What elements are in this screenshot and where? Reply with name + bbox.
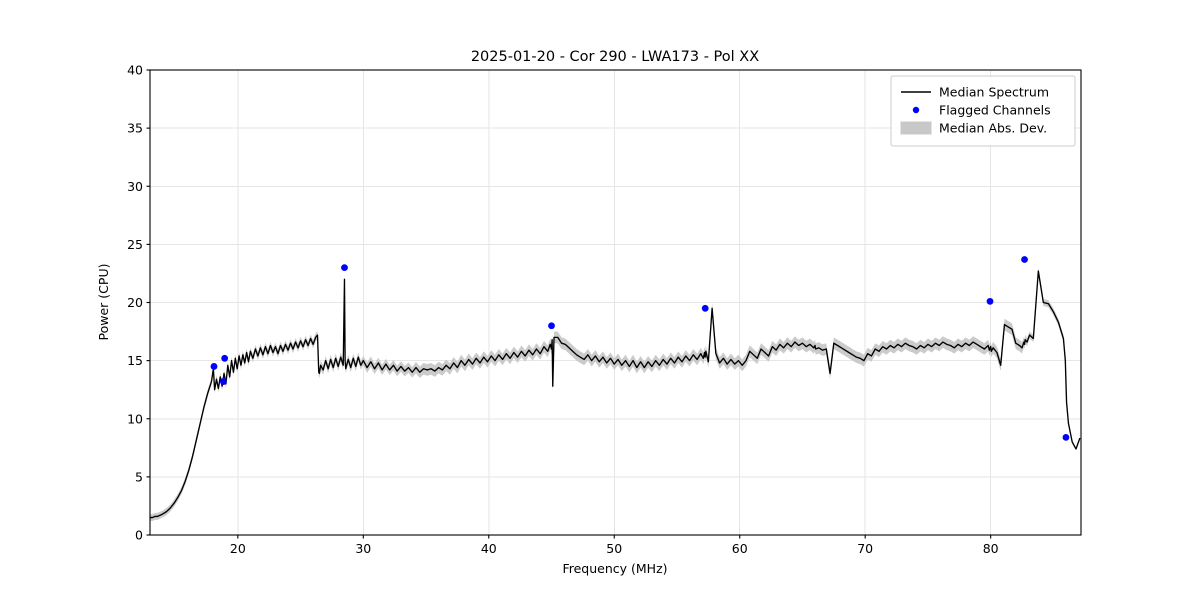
axis-ticks: 20 30 40 50 60 70 80 0 5 10 15 20 25 30 35 40 (127, 63, 999, 557)
flagged-channel-dot (548, 322, 555, 330)
x-tick-label: 60 (732, 541, 748, 556)
y-tick-label: 40 (127, 63, 143, 78)
flagged-channel-dot (221, 354, 229, 362)
y-tick-label: 5 (135, 469, 143, 484)
page-title: 2025-01-20 - Cor 290 - LWA173 - Pol XX (471, 49, 759, 65)
legend-dot-swatch (912, 106, 920, 114)
y-tick-label: 10 (127, 411, 143, 426)
legend-item-label: Median Abs. Dev. (939, 121, 1047, 136)
flagged-channel-dot (341, 264, 348, 272)
flagged-channel-dot (210, 363, 218, 370)
y-tick-label: 25 (127, 237, 143, 252)
flagged-channel-dot (986, 297, 994, 305)
flagged-channels-markers (210, 256, 1070, 441)
y-tick-label: 15 (127, 353, 143, 368)
spectrum-polyline (149, 270, 1081, 519)
y-axis-label: Power (CPU) (96, 264, 111, 341)
x-tick-label: 80 (983, 541, 999, 556)
flagged-channel-dot (701, 304, 709, 312)
legend-patch-swatch (900, 121, 932, 135)
x-tick-label: 30 (355, 541, 371, 556)
x-axis-label: Frequency (MHz) (562, 561, 667, 576)
legend-item-label: Median Spectrum (939, 85, 1049, 100)
flagged-channel-dot (220, 378, 227, 385)
median-spectrum-line (149, 270, 1081, 519)
legend: Median Spectrum Flagged Channels Median Ab… (890, 75, 1076, 147)
y-tick-label: 35 (127, 121, 143, 136)
x-tick-label: 50 (606, 541, 622, 556)
y-tick-label: 20 (127, 295, 143, 310)
x-tick-label: 40 (481, 541, 497, 556)
legend-frame (890, 75, 1076, 147)
flagged-channel-dot (1021, 256, 1028, 263)
y-tick-label: 0 (135, 528, 143, 543)
y-tick-label: 30 (127, 179, 143, 194)
x-tick-label: 20 (230, 541, 246, 556)
legend-item-label: Flagged Channels (939, 103, 1051, 118)
x-tick-label: 70 (857, 541, 873, 556)
flagged-channel-dot (1062, 433, 1070, 441)
